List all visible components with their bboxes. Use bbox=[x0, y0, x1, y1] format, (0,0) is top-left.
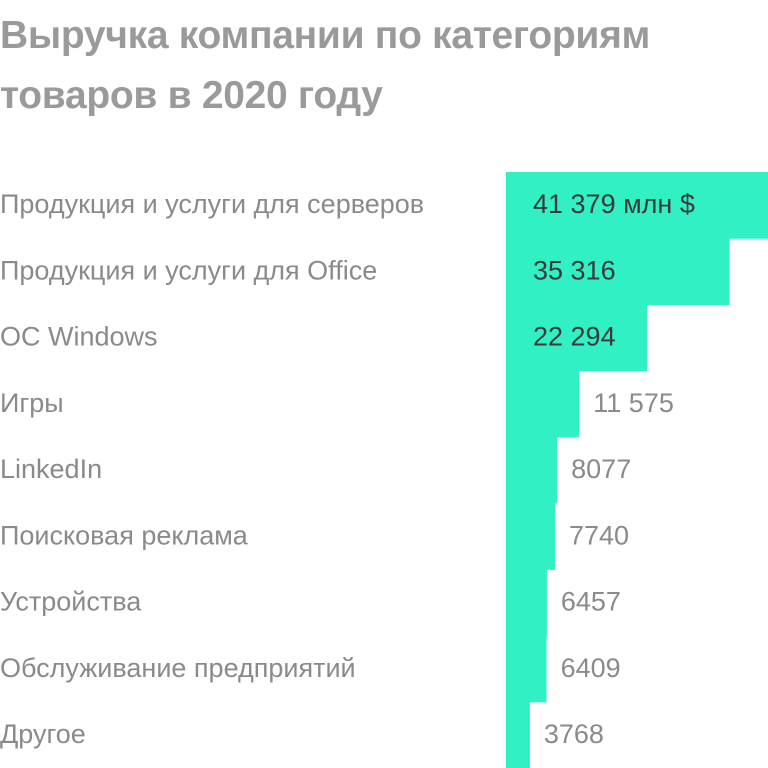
category-label: Устройства bbox=[0, 587, 142, 617]
value-label: 7740 bbox=[569, 520, 629, 550]
value-label: 35 316 bbox=[533, 255, 616, 285]
bar bbox=[506, 238, 730, 305]
chart-title: Выручка компании по категориям товаров в… bbox=[0, 14, 651, 117]
bar bbox=[506, 172, 768, 239]
category-label: Продукция и услуги для Office bbox=[0, 255, 377, 285]
category-label: Обслуживание предприятий bbox=[0, 653, 356, 683]
bar bbox=[506, 436, 558, 504]
value-label: 3768 bbox=[544, 719, 604, 749]
category-label: Продукция и услуги для серверов bbox=[0, 189, 424, 219]
bar bbox=[506, 503, 556, 570]
value-label: 8077 bbox=[571, 454, 631, 484]
category-label: Поисковая реклама bbox=[0, 520, 249, 550]
bar bbox=[506, 569, 547, 637]
category-label: ОС Windows bbox=[0, 322, 158, 352]
value-label: 41 379 млн $ bbox=[533, 189, 695, 219]
value-label: 11 575 bbox=[593, 388, 674, 418]
bar bbox=[506, 304, 648, 372]
value-label: 6457 bbox=[561, 587, 621, 617]
value-label: 6409 bbox=[561, 653, 621, 683]
value-label: 22 294 bbox=[533, 322, 616, 352]
bar bbox=[506, 701, 530, 768]
category-label: Другое bbox=[0, 719, 86, 749]
category-label: LinkedIn bbox=[0, 454, 102, 484]
bar bbox=[506, 635, 547, 703]
category-label: Игры bbox=[0, 388, 64, 418]
bar bbox=[506, 370, 580, 438]
